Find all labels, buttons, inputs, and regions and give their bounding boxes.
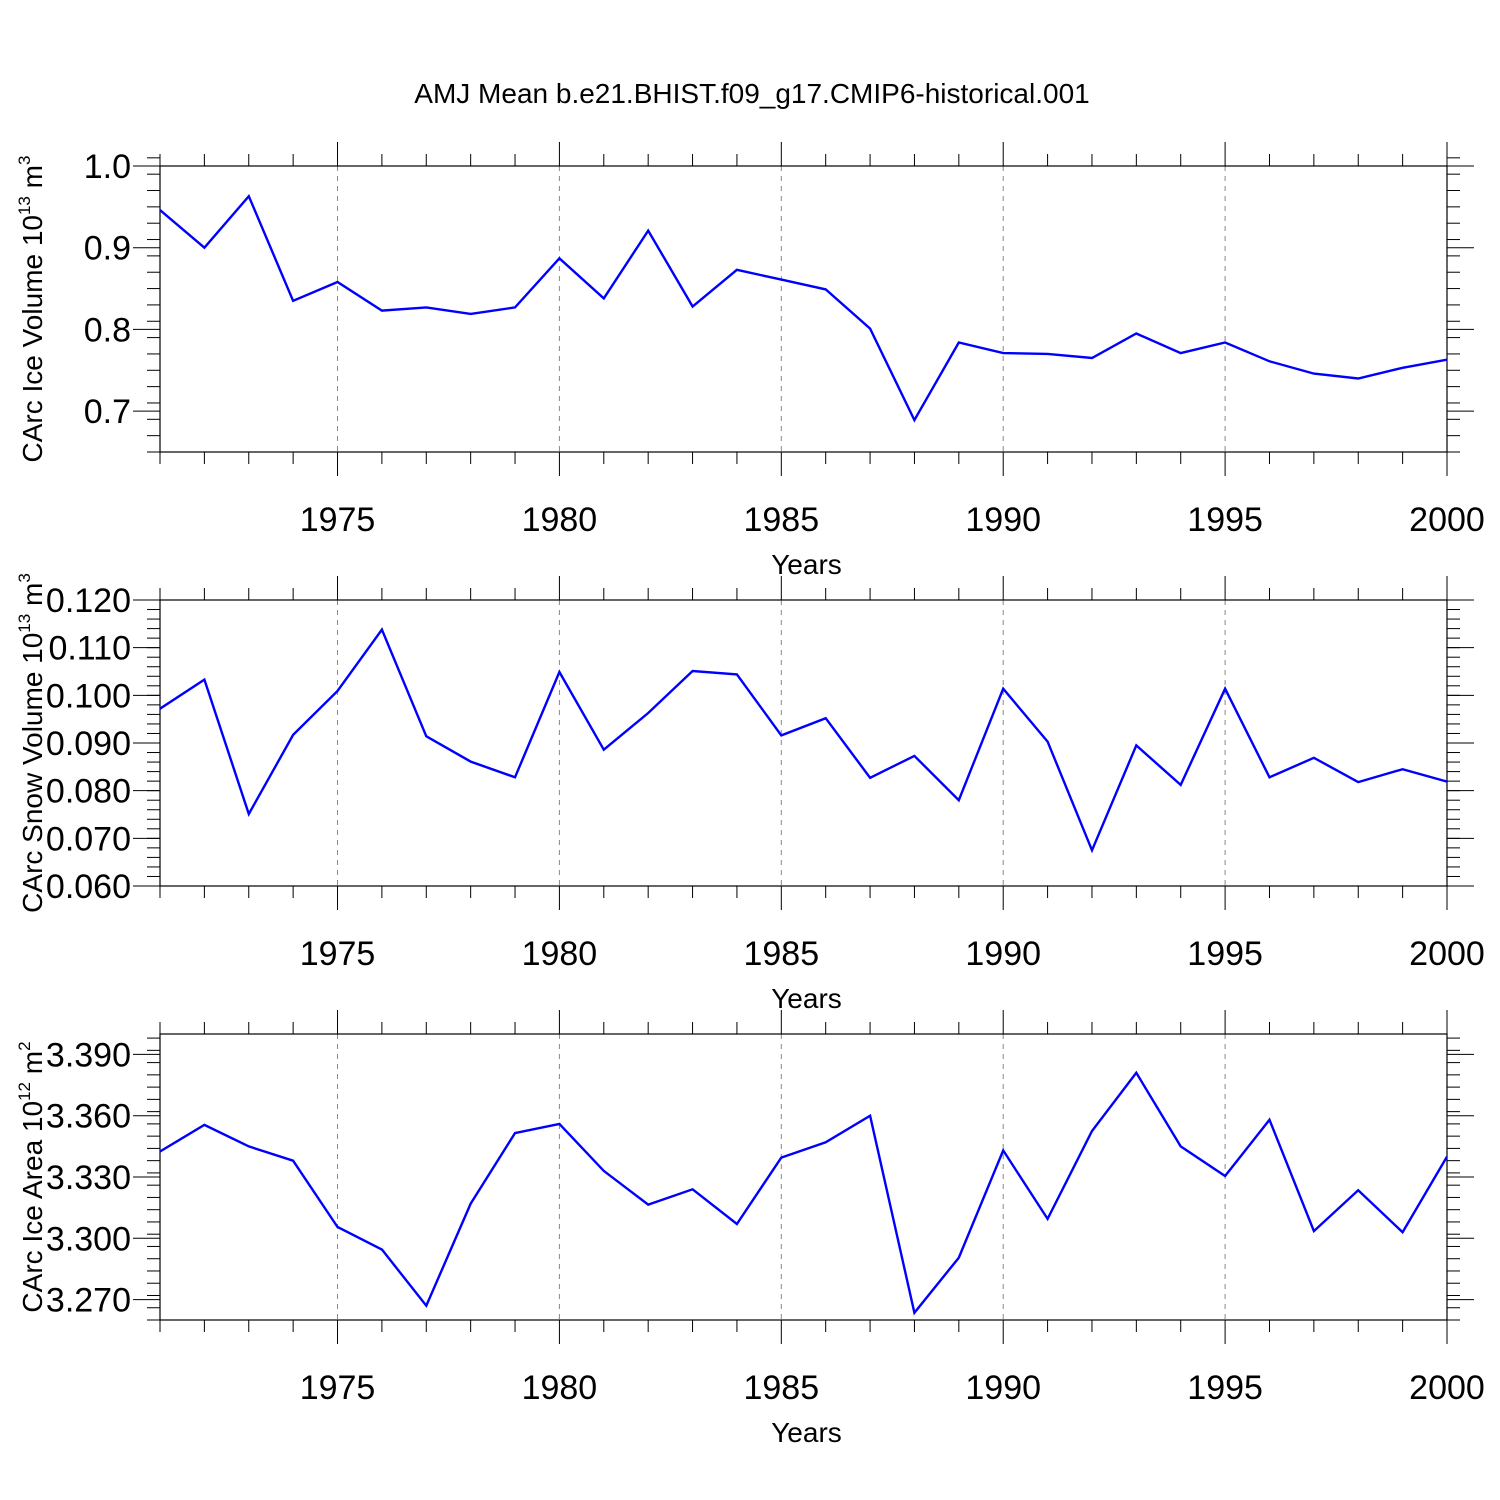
y-axis-label-text: m [17, 165, 48, 196]
panels: 0.7 0.8 0.9 1.0 1975 1980 1985 1990 1995 2000 Year… [15, 142, 1485, 1448]
y-tick-label: 0.090 [46, 725, 131, 763]
x-tick-label: 1995 [1187, 935, 1263, 973]
x-tick-label: 1990 [965, 1369, 1041, 1407]
y-tick-label: 3.390 [46, 1036, 131, 1074]
y-tick-label: 0.7 [84, 393, 131, 431]
x-tick-label: 1975 [300, 935, 376, 973]
x-tick-label: 1990 [965, 501, 1041, 539]
y-axis-label-superscript: 3 [15, 156, 34, 165]
y-tick-label: 0.120 [46, 582, 131, 620]
x-tick-label: 1980 [522, 501, 598, 539]
y-axis-label-text: m [17, 583, 48, 614]
y-axis-label: CArc Snow Volume 1013 m3 [15, 573, 48, 913]
x-axis-label: Years [771, 983, 842, 1014]
plot-frame [159, 599, 1448, 887]
y-axis-label-text: CArc Snow Volume 10 [17, 633, 48, 913]
x-tick-label: 1985 [743, 935, 819, 973]
y-tick-label: 0.9 [84, 230, 131, 268]
plot-frame [159, 165, 1448, 453]
y-axis-label-superscript: 13 [15, 196, 34, 215]
y-axis-label-superscript: 13 [15, 614, 34, 633]
x-tick-label: 2000 [1409, 935, 1485, 973]
y-tick-label: 3.330 [46, 1159, 131, 1197]
y-axis-label-superscript: 2 [15, 1041, 34, 1050]
x-tick-label: 1990 [965, 935, 1041, 973]
series-line [160, 627, 1447, 854]
y-tick-label: 0.080 [46, 773, 131, 811]
y-tick-label: 3.360 [46, 1098, 131, 1136]
y-tick-label: 1.0 [84, 148, 131, 186]
x-tick-label: 1975 [300, 1369, 376, 1407]
y-tick-label: 0.8 [84, 311, 131, 349]
y-axis-label-superscript: 12 [15, 1082, 34, 1101]
x-axis-label: Years [771, 549, 842, 580]
x-tick-label: 1980 [522, 1369, 598, 1407]
y-tick-label: 0.110 [48, 630, 131, 668]
series-line [160, 193, 1447, 423]
x-tick-label: 2000 [1409, 1369, 1485, 1407]
x-tick-label: 2000 [1409, 501, 1485, 539]
panel-3: 3.270 3.300 3.330 3.360 3.390 1975 1980 1985 199… [15, 1010, 1485, 1448]
y-axis-label-text: m [17, 1051, 48, 1082]
x-tick-label: 1995 [1187, 1369, 1263, 1407]
y-tick-label: 0.070 [46, 820, 131, 858]
x-axis-label: Years [771, 1417, 842, 1448]
y-axis-label-text: CArc Ice Area 10 [17, 1101, 48, 1313]
panel-1: 0.7 0.8 0.9 1.0 1975 1980 1985 1990 1995 2000 Year… [15, 142, 1485, 580]
x-tick-label: 1975 [300, 501, 376, 539]
y-tick-label: 0.100 [46, 677, 131, 715]
y-tick-label: 3.300 [46, 1220, 131, 1258]
x-tick-label: 1985 [743, 501, 819, 539]
panel-2: 0.060 0.070 0.080 0.090 0.100 0.110 0.120 1975 1… [15, 573, 1485, 1014]
y-axis-label-superscript: 3 [15, 573, 34, 582]
chart-title: AMJ Mean b.e21.BHIST.f09_g17.CMIP6-histo… [414, 78, 1089, 109]
y-axis-label-text: CArc Ice Volume 10 [17, 215, 48, 462]
y-axis-label: CArc Ice Area 1012 m2 [15, 1041, 48, 1312]
y-tick-label: 0.060 [46, 868, 131, 906]
x-tick-label: 1980 [522, 935, 598, 973]
x-tick-label: 1985 [743, 1369, 819, 1407]
series-line [160, 1070, 1447, 1316]
plot-frame [159, 1033, 1448, 1321]
y-tick-label: 3.270 [46, 1282, 131, 1320]
y-axis-label: CArc Ice Volume 1013 m3 [15, 156, 48, 463]
x-tick-label: 1995 [1187, 501, 1263, 539]
